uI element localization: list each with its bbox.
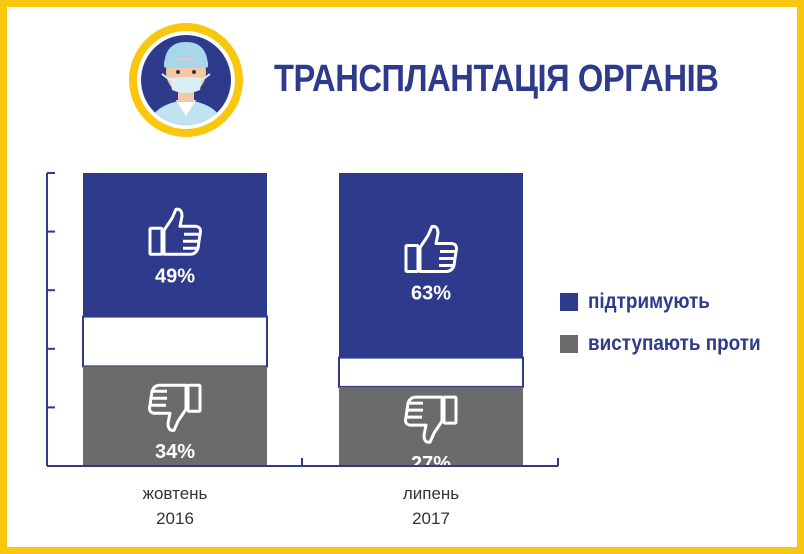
doctor-avatar-icon xyxy=(129,23,243,137)
x-category-label-oct-2016: жовтень 2016 xyxy=(95,481,255,531)
page-title: ТРАНСПЛАНТАЦІЯ ОРГАНІВ xyxy=(274,58,719,100)
x-category-month: липень xyxy=(402,484,460,503)
thumbs-down-icon xyxy=(404,395,458,444)
data-label-support: 49% xyxy=(155,265,195,287)
legend-swatch-support xyxy=(560,293,578,311)
legend-label-support: підтримують xyxy=(588,290,710,313)
x-category-year: 2016 xyxy=(156,509,194,528)
legend-item-support: підтримують xyxy=(560,286,780,318)
bar-segment-0-0 xyxy=(83,173,267,317)
legend-item-against: виступають проти xyxy=(560,328,780,360)
x-category-label-jul-2017: липень 2017 xyxy=(351,481,511,531)
bar-segment-1-1 xyxy=(338,356,524,388)
bar-segment-1-2 xyxy=(339,386,523,466)
x-category-month: жовтень xyxy=(142,484,208,503)
thumbs-up-icon xyxy=(404,224,458,274)
thumbs-down-icon xyxy=(148,383,202,432)
bar-segment-0-2 xyxy=(83,366,267,466)
x-category-year: 2017 xyxy=(412,509,450,528)
data-label-against: 27% xyxy=(411,453,451,475)
data-label-against: 34% xyxy=(155,441,195,463)
bar-segment-0-1 xyxy=(82,315,268,368)
bar-segment-1-0 xyxy=(339,173,523,358)
thumbs-up-icon xyxy=(148,207,202,256)
legend-label-against: виступають проти xyxy=(588,332,761,355)
chart-legend: підтримують виступають проти xyxy=(560,286,780,370)
data-label-support: 63% xyxy=(411,283,451,305)
legend-swatch-against xyxy=(560,335,578,353)
